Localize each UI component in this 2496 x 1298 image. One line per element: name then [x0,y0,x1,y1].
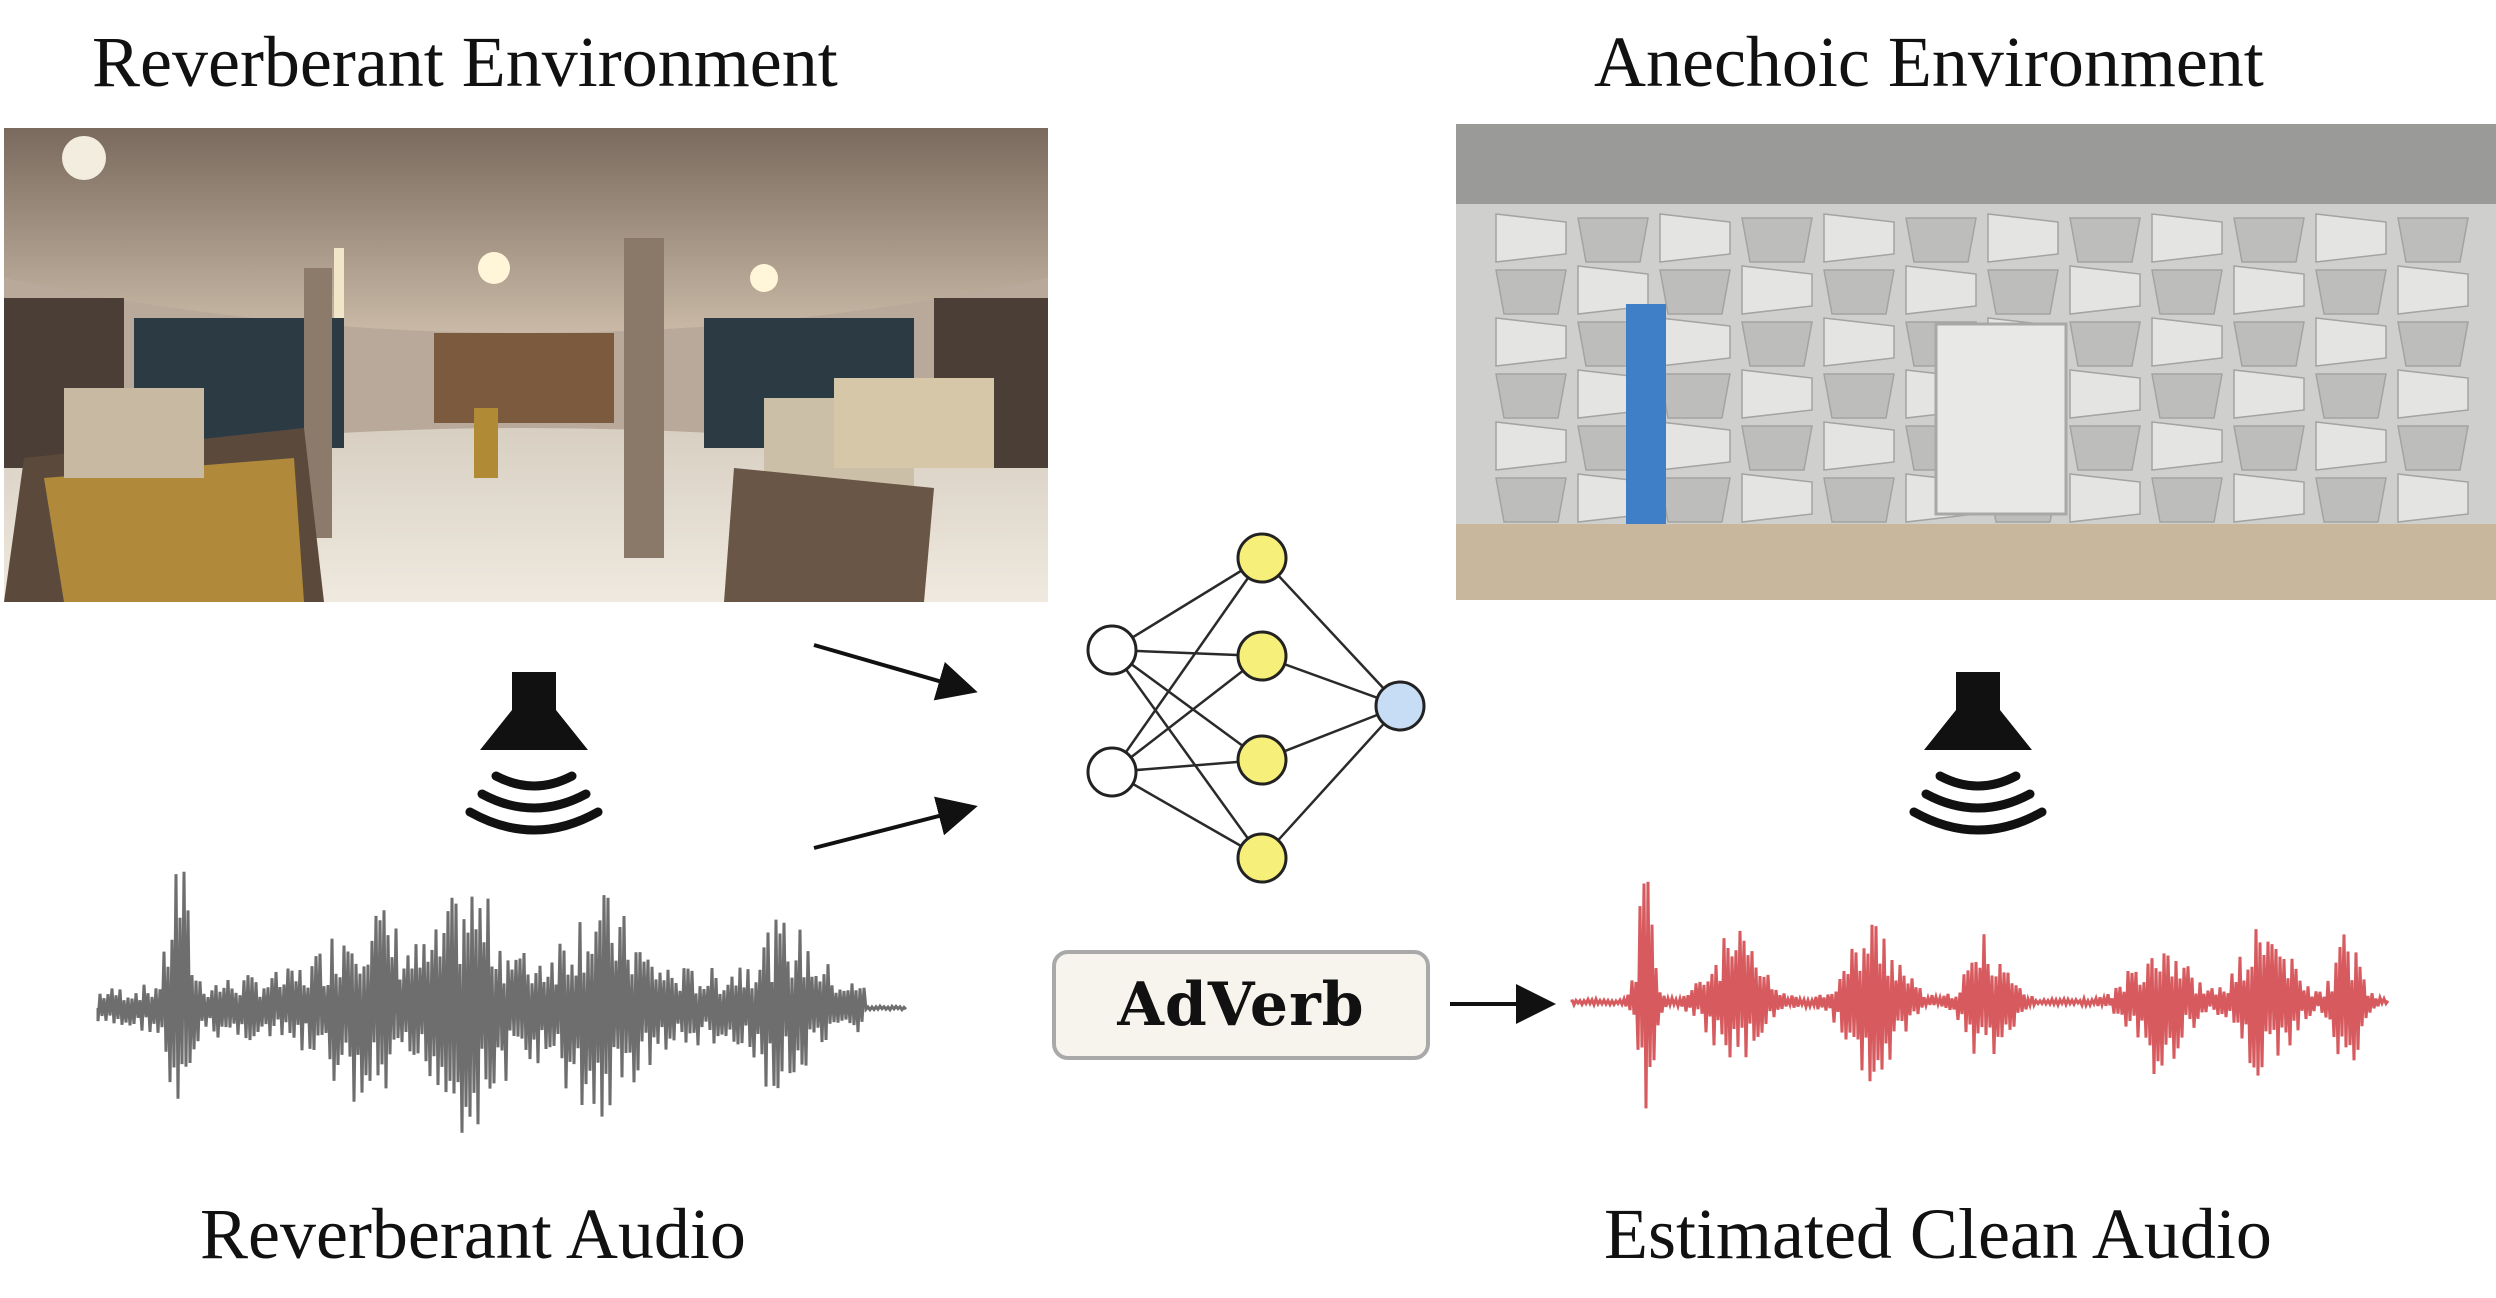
hidden-node [1236,734,1288,786]
speaker-icon [465,672,603,835]
hidden-node [1236,532,1288,584]
neural-network-icon [1086,532,1426,884]
adverb-label: AdVerb [1117,970,1365,1040]
reverberant-audio-label: Reverberant Audio [200,1194,746,1274]
anechoic-environment-image [1456,124,2496,600]
estimated-clean-audio-label: Estimated Clean Audio [1604,1194,2272,1274]
hidden-node [1236,832,1288,884]
adverb-model-box: AdVerb [1052,950,1430,1060]
reverberant-waveform [96,871,908,1133]
speaker-icon [1909,672,2047,835]
arrow-image-to-network [813,643,978,701]
reverberant-environment-label: Reverberant Environment [92,22,838,102]
hidden-node [1236,630,1288,682]
reverberant-environment-image [4,128,1048,602]
input-node [1086,746,1138,798]
input-node [1086,624,1138,676]
anechoic-environment-label: Anechoic Environment [1594,22,2264,102]
output-node [1374,680,1426,732]
arrow-audio-to-network [813,796,978,850]
clean-waveform [1570,881,2390,1109]
